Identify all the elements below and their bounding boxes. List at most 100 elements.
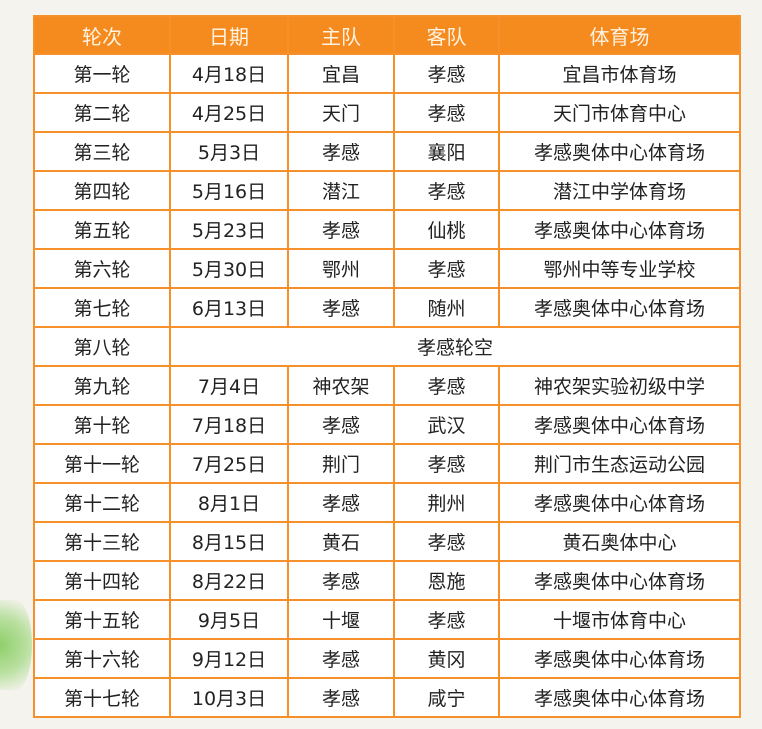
- cell-home-team: 孝感: [287, 404, 395, 445]
- table-row: 第十五轮 9月5日 十堰 孝感 十堰市体育中心: [33, 599, 741, 640]
- cell-date: 6月13日: [169, 287, 289, 328]
- table-row: 第十三轮 8月15日 黄石 孝感 黄石奥体中心: [33, 521, 741, 562]
- table-row: 第八轮 孝感轮空: [33, 326, 741, 367]
- header-row: 轮次 日期 主队 客队 体育场: [33, 15, 741, 55]
- bye-cell: 孝感轮空: [169, 326, 741, 367]
- cell-away-team: 咸宁: [393, 677, 500, 718]
- cell-home-team: 鄂州: [287, 248, 395, 289]
- cell-date: 5月23日: [169, 209, 289, 250]
- cell-away-team: 孝感: [393, 521, 500, 562]
- table-row: 第四轮 5月16日 潜江 孝感 潜江中学体育场: [33, 170, 741, 211]
- cell-home-team: 孝感: [287, 560, 395, 601]
- cell-home-team: 孝感: [287, 482, 395, 523]
- cell-away-team: 孝感: [393, 92, 500, 133]
- cell-away-team: 武汉: [393, 404, 500, 445]
- cell-round: 第四轮: [33, 170, 171, 211]
- cell-round: 第十七轮: [33, 677, 171, 718]
- cell-away-team: 恩施: [393, 560, 500, 601]
- cell-stadium: 荆门市生态运动公园: [498, 443, 741, 484]
- cell-away-team: 孝感: [393, 365, 500, 406]
- cell-stadium: 孝感奥体中心体育场: [498, 209, 741, 250]
- cell-date: 8月1日: [169, 482, 289, 523]
- cell-round: 第十二轮: [33, 482, 171, 523]
- cell-stadium: 孝感奥体中心体育场: [498, 560, 741, 601]
- table-row: 第二轮 4月25日 天门 孝感 天门市体育中心: [33, 92, 741, 133]
- cell-round: 第十轮: [33, 404, 171, 445]
- cell-stadium: 孝感奥体中心体育场: [498, 638, 741, 679]
- cell-away-team: 襄阳: [393, 131, 500, 172]
- cell-home-team: 潜江: [287, 170, 395, 211]
- header-date: 日期: [169, 15, 289, 55]
- cell-stadium: 天门市体育中心: [498, 92, 741, 133]
- table-row: 第十一轮 7月25日 荆门 孝感 荆门市生态运动公园: [33, 443, 741, 484]
- cell-away-team: 孝感: [393, 53, 500, 94]
- cell-home-team: 宜昌: [287, 53, 395, 94]
- table-row: 第十七轮 10月3日 孝感 咸宁 孝感奥体中心体育场: [33, 677, 741, 718]
- cell-date: 9月5日: [169, 599, 289, 640]
- table-row: 第十四轮 8月22日 孝感 恩施 孝感奥体中心体育场: [33, 560, 741, 601]
- cell-round: 第十六轮: [33, 638, 171, 679]
- table-row: 第五轮 5月23日 孝感 仙桃 孝感奥体中心体育场: [33, 209, 741, 250]
- cell-round: 第八轮: [33, 326, 171, 367]
- cell-home-team: 荆门: [287, 443, 395, 484]
- cell-date: 8月15日: [169, 521, 289, 562]
- table-row: 第三轮 5月3日 孝感 襄阳 孝感奥体中心体育场: [33, 131, 741, 172]
- cell-date: 4月25日: [169, 92, 289, 133]
- cell-away-team: 孝感: [393, 170, 500, 211]
- schedule-table: 轮次 日期 主队 客队 体育场 第一轮 4月18日 宜昌 孝感 宜昌市体育场 第二轮 4月25日 天门…: [33, 15, 741, 718]
- cell-date: 5月16日: [169, 170, 289, 211]
- cell-date: 10月3日: [169, 677, 289, 718]
- table-row: 第十轮 7月18日 孝感 武汉 孝感奥体中心体育场: [33, 404, 741, 445]
- cell-stadium: 潜江中学体育场: [498, 170, 741, 211]
- table-row: 第六轮 5月30日 鄂州 孝感 鄂州中等专业学校: [33, 248, 741, 289]
- table-row: 第十二轮 8月1日 孝感 荆州 孝感奥体中心体育场: [33, 482, 741, 523]
- cell-home-team: 孝感: [287, 677, 395, 718]
- header-round: 轮次: [33, 15, 171, 55]
- cell-date: 7月25日: [169, 443, 289, 484]
- cell-stadium: 黄石奥体中心: [498, 521, 741, 562]
- cell-away-team: 孝感: [393, 599, 500, 640]
- cell-home-team: 天门: [287, 92, 395, 133]
- cell-stadium: 孝感奥体中心体育场: [498, 287, 741, 328]
- cell-stadium: 孝感奥体中心体育场: [498, 677, 741, 718]
- cell-date: 4月18日: [169, 53, 289, 94]
- cell-away-team: 孝感: [393, 443, 500, 484]
- cell-away-team: 仙桃: [393, 209, 500, 250]
- header-away-team: 客队: [393, 15, 500, 55]
- header-home-team: 主队: [287, 15, 395, 55]
- cell-home-team: 十堰: [287, 599, 395, 640]
- decorative-green-blob: [0, 600, 32, 690]
- table-row: 第九轮 7月4日 神农架 孝感 神农架实验初级中学: [33, 365, 741, 406]
- cell-date: 8月22日: [169, 560, 289, 601]
- cell-home-team: 孝感: [287, 209, 395, 250]
- header-stadium: 体育场: [498, 15, 741, 55]
- cell-home-team: 孝感: [287, 131, 395, 172]
- cell-date: 5月3日: [169, 131, 289, 172]
- cell-stadium: 孝感奥体中心体育场: [498, 482, 741, 523]
- cell-round: 第十四轮: [33, 560, 171, 601]
- cell-round: 第五轮: [33, 209, 171, 250]
- cell-home-team: 孝感: [287, 287, 395, 328]
- table-row: 第一轮 4月18日 宜昌 孝感 宜昌市体育场: [33, 53, 741, 94]
- cell-round: 第十五轮: [33, 599, 171, 640]
- cell-date: 9月12日: [169, 638, 289, 679]
- cell-home-team: 孝感: [287, 638, 395, 679]
- cell-date: 7月18日: [169, 404, 289, 445]
- cell-away-team: 荆州: [393, 482, 500, 523]
- cell-stadium: 鄂州中等专业学校: [498, 248, 741, 289]
- cell-date: 7月4日: [169, 365, 289, 406]
- cell-round: 第九轮: [33, 365, 171, 406]
- cell-round: 第二轮: [33, 92, 171, 133]
- cell-away-team: 孝感: [393, 248, 500, 289]
- cell-home-team: 黄石: [287, 521, 395, 562]
- table-row: 第七轮 6月13日 孝感 随州 孝感奥体中心体育场: [33, 287, 741, 328]
- cell-away-team: 黄冈: [393, 638, 500, 679]
- cell-stadium: 神农架实验初级中学: [498, 365, 741, 406]
- cell-home-team: 神农架: [287, 365, 395, 406]
- table-row: 第十六轮 9月12日 孝感 黄冈 孝感奥体中心体育场: [33, 638, 741, 679]
- cell-round: 第十一轮: [33, 443, 171, 484]
- cell-round: 第六轮: [33, 248, 171, 289]
- cell-round: 第三轮: [33, 131, 171, 172]
- cell-round: 第一轮: [33, 53, 171, 94]
- cell-stadium: 十堰市体育中心: [498, 599, 741, 640]
